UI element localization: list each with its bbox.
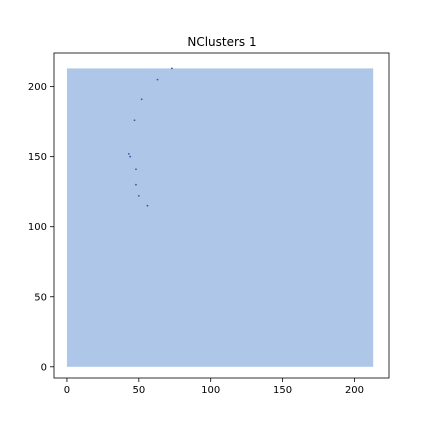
x-tick-label: 100 [201, 385, 220, 396]
y-tick-label: 50 [34, 292, 47, 303]
data-point [146, 204, 149, 207]
data-point [135, 183, 137, 186]
plot-frame [53, 52, 390, 379]
data-point [156, 78, 159, 81]
y-tick-label: 0 [41, 362, 47, 373]
x-tick-label: 50 [132, 385, 145, 396]
x-axis: 0 50 100 150 200 [64, 378, 364, 396]
x-tick-label: 150 [273, 385, 292, 396]
data-point [127, 152, 130, 155]
data-point [170, 67, 173, 70]
data-point [137, 194, 140, 197]
data-point [135, 168, 137, 171]
cluster-region [66, 68, 374, 367]
x-tick-label: 200 [345, 385, 364, 396]
data-points [127, 67, 173, 207]
y-tick-label: 200 [28, 82, 47, 93]
data-point [129, 155, 132, 158]
data-point [133, 119, 136, 122]
x-tick-label: 0 [64, 385, 70, 396]
y-tick-label: 150 [28, 152, 47, 163]
y-tick-label: 100 [28, 222, 47, 233]
data-point [140, 98, 143, 101]
y-axis: 0 50 100 150 200 [28, 82, 54, 373]
chart-title: NClusters 1 [187, 35, 256, 49]
